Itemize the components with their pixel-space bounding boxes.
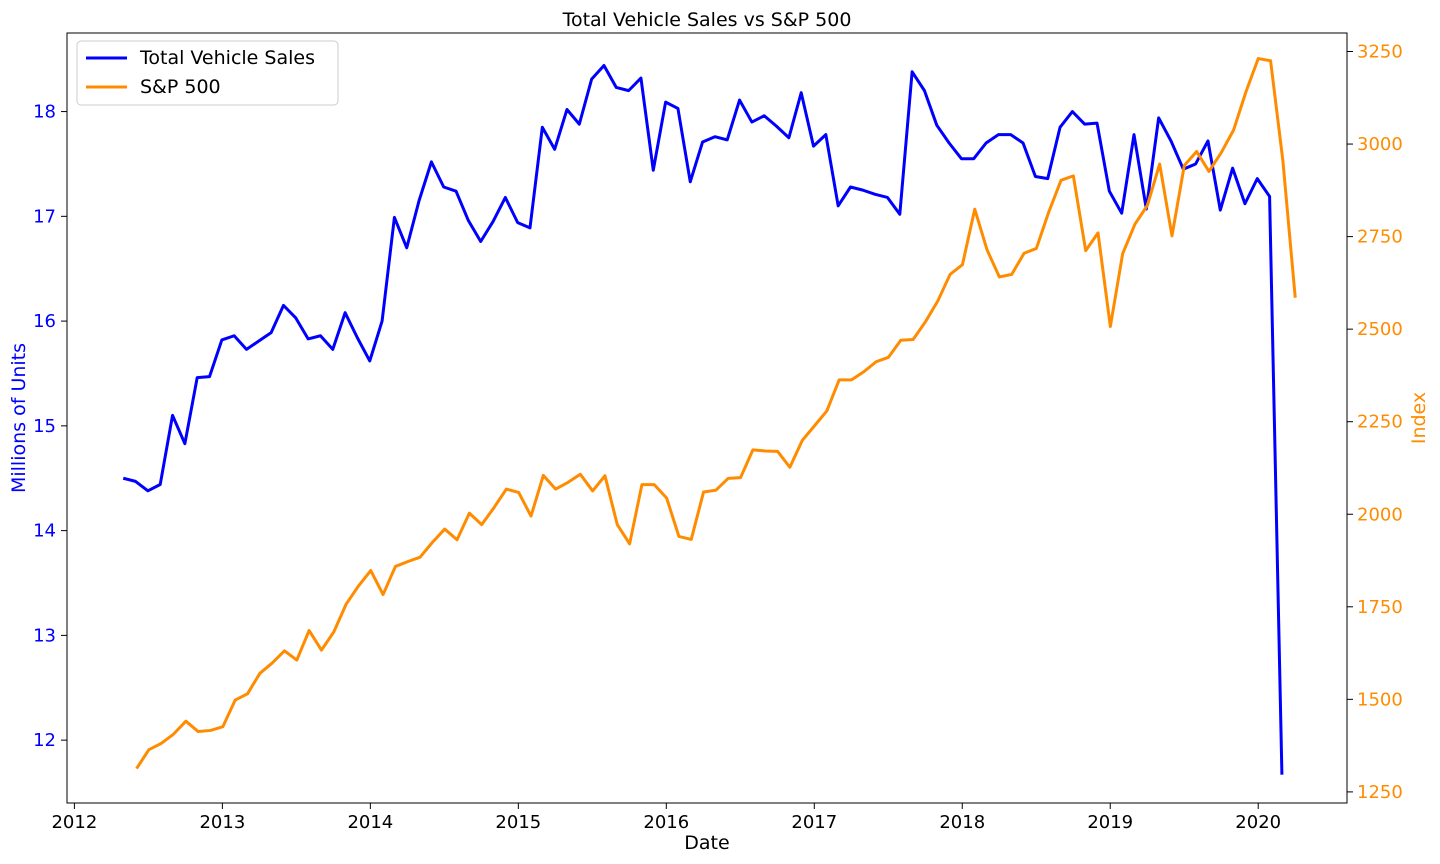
x-tick-label: 2015 — [495, 812, 541, 833]
legend: Total Vehicle Sales S&P 500 — [76, 40, 339, 106]
left-y-tick-label: 13 — [33, 625, 56, 646]
right-y-tick-label: 3250 — [1357, 42, 1403, 63]
x-tick-label: 2013 — [199, 812, 245, 833]
x-tick-label: 2012 — [51, 812, 97, 833]
x-tick-label: 2014 — [347, 812, 393, 833]
x-tick-label: 2016 — [643, 812, 689, 833]
series-line-sp500 — [135, 57, 1297, 770]
x-tick-label: 2018 — [939, 812, 985, 833]
right-y-tick-label: 2750 — [1357, 227, 1403, 248]
right-y-tick-label: 2000 — [1357, 504, 1403, 525]
series-line-vehicle-sales — [122, 63, 1284, 775]
left-y-tick-label: 12 — [33, 730, 56, 751]
chart-title: Total Vehicle Sales vs S&P 500 — [562, 9, 852, 31]
left-y-tick-label: 18 — [33, 102, 56, 123]
right-y-tick-label: 1250 — [1357, 782, 1403, 803]
x-tick-label: 2020 — [1235, 812, 1281, 833]
right-y-axis-title: Index — [1408, 392, 1430, 444]
right-y-tick-label: 2500 — [1357, 319, 1403, 340]
right-y-tick-label: 1500 — [1357, 689, 1403, 710]
left-y-axis-ticks: 12 13 14 15 16 17 18 — [33, 102, 67, 751]
right-y-axis-ticks: 1250 1500 1750 2000 2250 2500 2750 3000 3250 — [1347, 42, 1403, 803]
x-axis-title: Date — [684, 832, 729, 854]
series-layer — [122, 57, 1297, 775]
legend-label-sp500: S&P 500 — [140, 76, 221, 98]
legend-label-vehicle-sales: Total Vehicle Sales — [139, 47, 315, 69]
x-tick-label: 2017 — [791, 812, 837, 833]
plot-frame — [66, 32, 1348, 804]
left-y-tick-label: 16 — [33, 311, 56, 332]
left-y-tick-label: 17 — [33, 206, 56, 227]
right-y-tick-label: 1750 — [1357, 597, 1403, 618]
x-axis-ticks: 2012 2013 2014 2015 2016 2017 2018 2019 2020 — [51, 803, 1281, 833]
legend-box — [76, 40, 339, 106]
x-tick-label: 2019 — [1087, 812, 1133, 833]
left-y-tick-label: 14 — [33, 521, 56, 542]
right-y-tick-label: 2250 — [1357, 412, 1403, 433]
right-y-tick-label: 3000 — [1357, 134, 1403, 155]
left-y-tick-label: 15 — [33, 416, 56, 437]
left-y-axis-title: Millions of Units — [8, 343, 30, 493]
